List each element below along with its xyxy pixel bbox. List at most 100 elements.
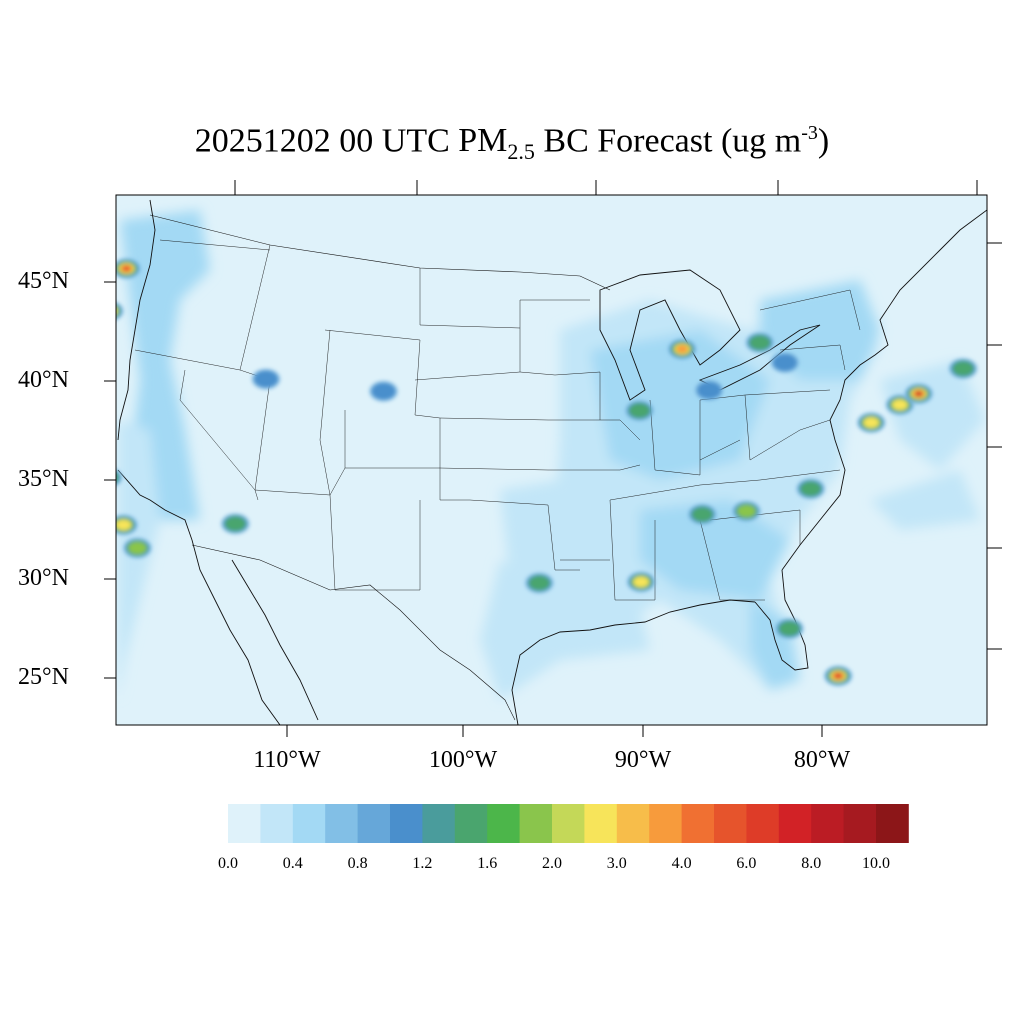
colorbar-swatch bbox=[746, 804, 780, 843]
region-southeast bbox=[640, 500, 790, 600]
colorbar-label: 0.4 bbox=[282, 855, 303, 872]
hotspot bbox=[745, 332, 774, 353]
title-close: ) bbox=[817, 122, 830, 160]
hotspot-ring bbox=[116, 519, 132, 531]
region-midwest bbox=[590, 330, 770, 480]
hotspot bbox=[369, 381, 398, 402]
colorbar-label: 1.2 bbox=[412, 855, 433, 872]
hotspot-ring bbox=[772, 353, 798, 372]
colorbar-swatch bbox=[649, 804, 682, 843]
hotspot bbox=[775, 618, 804, 639]
hotspot bbox=[885, 394, 914, 415]
title-unit-sup: -3 bbox=[801, 122, 818, 144]
colorbar-label: 4.0 bbox=[671, 855, 692, 872]
colorbar-label: 6.0 bbox=[736, 855, 757, 872]
regional-concentration bbox=[118, 210, 985, 700]
hotspot bbox=[116, 469, 122, 486]
map-ticks bbox=[104, 180, 1002, 737]
hotspot-ring bbox=[371, 382, 396, 401]
hotspot-ring bbox=[628, 402, 651, 419]
map-field bbox=[116, 195, 987, 725]
hotspot-ring bbox=[696, 381, 722, 400]
hotspot-ring bbox=[122, 265, 131, 272]
hotspot-ring bbox=[676, 345, 689, 354]
hotspot-ring bbox=[835, 674, 841, 678]
colorbar-swatch bbox=[422, 804, 456, 843]
region-atlantic-plume-2 bbox=[870, 470, 980, 530]
colorbar-swatch bbox=[584, 804, 618, 843]
hotspot bbox=[116, 514, 138, 535]
geographic-lines bbox=[117, 199, 987, 725]
hotspot-ring bbox=[737, 504, 756, 518]
colorbar-label: 2.0 bbox=[542, 855, 562, 872]
hotspot bbox=[824, 665, 853, 686]
hotspot-ring bbox=[691, 506, 714, 522]
hotspot-ring bbox=[778, 621, 801, 637]
map-frame bbox=[115, 194, 988, 726]
hotspot bbox=[796, 478, 825, 499]
hotspot bbox=[251, 369, 280, 390]
colorbar-label: 1.6 bbox=[477, 855, 498, 872]
lon-label-80w: 80°W bbox=[793, 747, 851, 773]
hotspot bbox=[627, 571, 656, 592]
title-date: 20251202 bbox=[194, 122, 331, 160]
colorbar-label: 10.0 bbox=[862, 855, 890, 872]
hotspot bbox=[949, 358, 978, 379]
pacific-coastline bbox=[117, 199, 156, 441]
hotspot bbox=[770, 352, 799, 373]
state-boundaries bbox=[134, 239, 861, 601]
colorbar bbox=[228, 804, 909, 843]
hotspot bbox=[625, 400, 654, 421]
hotspot-ring bbox=[128, 541, 147, 555]
gulf-coastline bbox=[511, 599, 756, 725]
lake-erie-ontario bbox=[698, 324, 821, 391]
hotspot bbox=[221, 513, 250, 534]
colorbar-swatch bbox=[616, 804, 650, 843]
lat-label-35: 35°N bbox=[18, 466, 69, 492]
hotspot-ring bbox=[916, 392, 921, 396]
region-gulf-coast bbox=[480, 560, 650, 700]
hotspot-ring bbox=[633, 576, 649, 588]
colorbar-swatch bbox=[681, 804, 715, 843]
colorbar-swatch bbox=[714, 804, 747, 843]
lat-label-45: 45°N bbox=[18, 268, 69, 294]
colorbar-swatch bbox=[260, 804, 294, 843]
hotspot-ring bbox=[528, 575, 551, 591]
lon-label-100w: 100°W bbox=[428, 747, 498, 773]
hotspot-ring bbox=[116, 308, 117, 314]
atlantic-coastline bbox=[781, 209, 987, 571]
hotspot bbox=[116, 302, 124, 320]
hotspot-ring bbox=[253, 370, 279, 388]
hotspot bbox=[857, 412, 886, 433]
colorbar-label: 3.0 bbox=[606, 855, 627, 872]
map-title: 20251202 00 UTC PM2.5 BC Forecast (ug m-… bbox=[0, 122, 1024, 165]
colorbar-label: 0.0 bbox=[218, 855, 238, 872]
colorbar-swatch bbox=[325, 804, 358, 843]
hotspot-ring bbox=[952, 360, 974, 377]
hotspot bbox=[116, 258, 141, 279]
hotspot bbox=[525, 572, 554, 593]
mexico-border bbox=[191, 544, 516, 721]
hotspot-ring bbox=[749, 335, 771, 351]
hotspot-ring bbox=[116, 472, 119, 483]
hotspot-ring bbox=[863, 417, 879, 428]
florida-coastline bbox=[754, 569, 809, 671]
colorbar-label: 0.8 bbox=[347, 855, 368, 872]
colorbar-swatch bbox=[487, 804, 520, 843]
lat-label-25: 25°N bbox=[18, 664, 69, 690]
title-species: PM2.5 bbox=[458, 122, 535, 165]
colorbar-swatch bbox=[454, 804, 488, 843]
colorbar-swatch bbox=[811, 804, 844, 843]
hotspot bbox=[123, 538, 152, 559]
colorbar-swatch bbox=[292, 804, 326, 843]
colorbar-swatch bbox=[778, 804, 812, 843]
baja-coastline bbox=[191, 539, 281, 725]
colorbar-swatch bbox=[876, 804, 909, 843]
colorbar-swatch bbox=[552, 804, 585, 843]
hotspot bbox=[695, 380, 724, 401]
colorbar-swatch bbox=[843, 804, 877, 843]
region-atlantic-plume bbox=[880, 360, 985, 470]
title-species-sub: 2.5 bbox=[507, 139, 535, 165]
california-coastline bbox=[117, 469, 193, 541]
